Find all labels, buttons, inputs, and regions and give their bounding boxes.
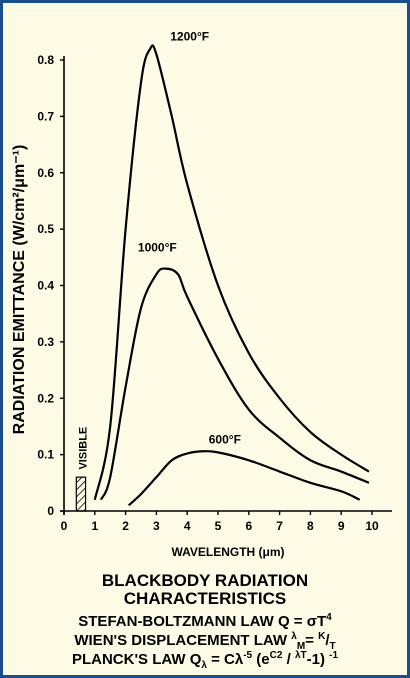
- y-tick-label: 0.5: [37, 222, 54, 236]
- wien-law: WIEN'S DISPLACEMENT LAW λM= K/T: [0, 628, 410, 656]
- y-tick-label: 0.7: [37, 109, 54, 123]
- planck-eq: = Cλ: [206, 651, 244, 668]
- planck-c: C: [269, 650, 277, 661]
- wien-lambda: λ: [291, 631, 297, 642]
- visible-band: [75, 476, 87, 512]
- y-tick-label: 0.8: [37, 53, 54, 67]
- wien-slash: /: [325, 632, 330, 649]
- planck-paren: (e: [252, 651, 270, 668]
- planck-2: 2: [276, 650, 283, 661]
- y-tick-label: 0.2: [37, 391, 54, 405]
- wien-t: T: [329, 641, 336, 652]
- planck-c2: C2: [270, 650, 283, 661]
- series-line-2: [99, 267, 370, 501]
- x-tick-label: 1: [91, 519, 98, 533]
- planck-lt: λT: [294, 650, 307, 661]
- wien-k: K: [318, 631, 326, 642]
- series-label: 1000°F: [138, 241, 177, 255]
- wien-equals: =: [305, 632, 319, 649]
- y-tick-label: 0.4: [37, 279, 54, 293]
- x-tick-label: 10: [365, 519, 379, 533]
- planck-end-exp: -1: [329, 650, 339, 661]
- series-line-1: [93, 44, 370, 500]
- stefan-exponent: 4: [326, 612, 332, 623]
- x-tick-label: 8: [307, 519, 314, 533]
- x-tick-label: 7: [276, 519, 283, 533]
- series-label: 1200°F: [170, 29, 209, 43]
- plot-layer: 0 0.1 0.2 0.3 0.4 0.5 0.6 0.7 0.8 0 1 2 3 4 5 6 7 8 9 10 WAV…: [11, 29, 392, 559]
- planck-text: PLANCK'S LAW Q: [71, 651, 202, 668]
- y-tick-label: 0.6: [37, 166, 54, 180]
- caption-title-line1: BLACKBODY RADIATION: [101, 571, 309, 590]
- series-label: 600°F: [209, 432, 241, 446]
- x-tick-label: 3: [153, 519, 160, 533]
- wien-m: M: [296, 641, 306, 652]
- y-tick-label: 0.3: [37, 335, 54, 349]
- stefan-boltzmann-law: STEFAN-BOLTZMANN LAW Q = σT4: [0, 609, 410, 631]
- x-tick-label: 0: [61, 519, 68, 533]
- x-tick-label: 6: [245, 519, 252, 533]
- visible-label: VISIBLE: [77, 427, 89, 470]
- x-tick-label: 4: [184, 519, 191, 533]
- planck-sub: λ: [201, 660, 207, 671]
- y-axis-label: RADIATION EMITTANCE (W/cm²/μm⁻¹): [11, 145, 28, 435]
- x-axis-label: WAVELENGTH (μm): [171, 545, 284, 559]
- planck-end: -1): [306, 651, 330, 668]
- x-tick-label: 2: [122, 519, 129, 533]
- y-tick-label: 0.1: [37, 448, 54, 462]
- x-tick-label: 9: [338, 519, 345, 533]
- series-line-3: [127, 450, 361, 507]
- caption-title-line2: CHARACTERISTICS: [123, 589, 287, 608]
- x-tick-label: 5: [215, 519, 222, 533]
- planck-law: PLANCK'S LAW Qλ = Cλ-5 (eC2 / λT-1) -1: [0, 647, 410, 675]
- stefan-text: STEFAN-BOLTZMANN LAW Q = σT: [78, 613, 327, 630]
- y-tick-label: 0: [47, 504, 54, 518]
- planck-exp: -5: [243, 650, 253, 661]
- wien-text: WIEN'S DISPLACEMENT LAW: [74, 632, 292, 649]
- planck-div: /: [282, 651, 295, 668]
